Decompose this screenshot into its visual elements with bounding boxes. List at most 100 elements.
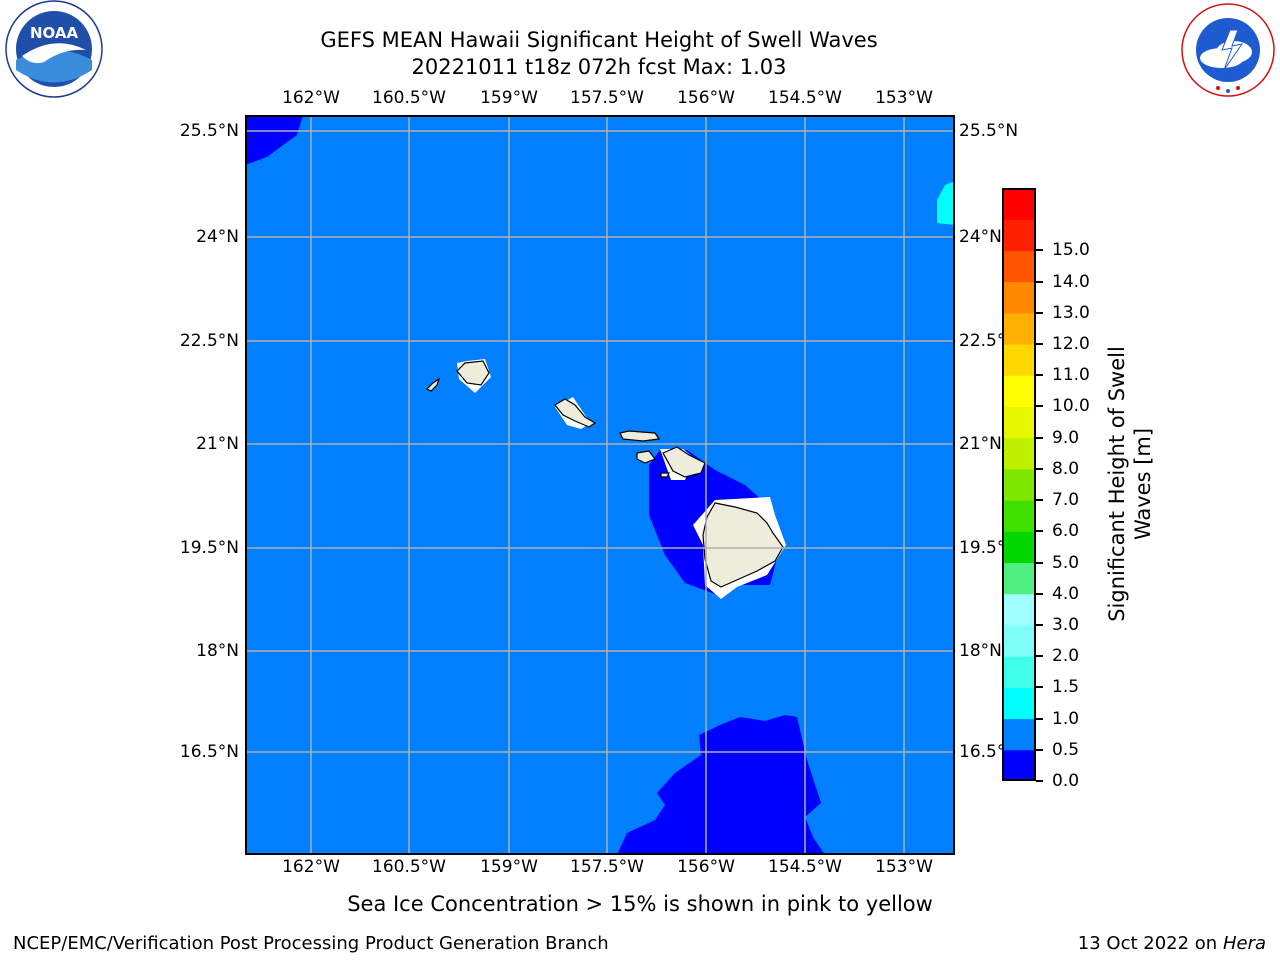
colorbar-tick-label: 12.0 xyxy=(1052,334,1090,355)
lon-label-bottom: 156°W xyxy=(677,857,735,877)
island-maui xyxy=(662,446,706,478)
colorbar-segment xyxy=(1002,188,1036,220)
lat-label-left: 21°N xyxy=(196,434,239,454)
colorbar-tick xyxy=(1036,655,1043,658)
lat-label-right: 25.5°N xyxy=(959,121,1019,141)
colorbar-tick-label: 10.0 xyxy=(1052,396,1090,417)
lon-label-bottom: 160.5°W xyxy=(372,857,446,877)
island-niihau xyxy=(425,377,441,392)
colorbar-tick xyxy=(1036,780,1043,782)
lon-label-bottom: 157.5°W xyxy=(570,857,644,877)
colorbar-frame xyxy=(1002,188,1036,781)
island-lanai xyxy=(636,450,656,464)
colorbar-segment xyxy=(1002,624,1036,657)
colorbar-tick-label: 9.0 xyxy=(1052,427,1080,448)
colorbar-tick-label: 15.0 xyxy=(1052,240,1090,261)
colorbar-tick-label: 6.0 xyxy=(1052,521,1080,542)
colorbar-tick-label: 0.0 xyxy=(1052,771,1080,791)
colorbar-segment xyxy=(1002,437,1036,470)
lon-label-top: 156°W xyxy=(677,88,735,108)
lat-label-left: 22.5°N xyxy=(179,331,239,351)
colorbar-tick-label: 5.0 xyxy=(1052,552,1080,573)
colorbar-tick-label: 1.5 xyxy=(1052,677,1080,698)
footer-date-text: 13 Oct 2022 on xyxy=(1077,933,1223,954)
colorbar-segment xyxy=(1002,344,1036,376)
colorbar-tick xyxy=(1036,686,1043,689)
colorbar-segment xyxy=(1002,281,1036,314)
colorbar-tick xyxy=(1036,623,1043,626)
map-frame xyxy=(245,115,955,855)
colorbar-tick xyxy=(1036,405,1043,408)
colorbar-segment xyxy=(1002,500,1036,532)
lon-label-bottom: 159°W xyxy=(480,857,538,877)
colorbar-tick xyxy=(1036,311,1043,314)
lon-label-top: 157.5°W xyxy=(570,88,644,108)
lat-label-left: 19.5°N xyxy=(179,538,239,558)
lon-label-bottom: 162°W xyxy=(282,857,340,877)
colorbar-title-line2: Waves [m] xyxy=(1131,427,1155,541)
map-subtitle: 20221011 t18z 072h fcst Max: 1.03 xyxy=(411,55,787,79)
swell-height-map xyxy=(245,115,955,855)
colorbar-tick xyxy=(1036,717,1043,720)
lat-label-left: 16.5°N xyxy=(179,742,239,762)
colorbar-tick-label: 7.0 xyxy=(1052,490,1080,511)
colorbar-tick-label: 8.0 xyxy=(1052,458,1080,479)
colorbar-tick xyxy=(1036,280,1043,283)
colorbar-tick-label: 4.0 xyxy=(1052,583,1080,604)
colorbar-tick xyxy=(1036,343,1043,346)
sea-ice-note: Sea Ice Concentration > 15% is shown in … xyxy=(347,892,933,916)
footer-date: 13 Oct 2022 on Hera xyxy=(1078,933,1266,954)
graticule xyxy=(245,115,955,855)
colorbar-segment xyxy=(1002,375,1036,407)
map-title: GEFS MEAN Hawaii Significant Height of S… xyxy=(320,28,878,52)
colorbar xyxy=(1002,188,1036,781)
colorbar-segment xyxy=(1002,562,1036,595)
colorbar-tick xyxy=(1036,374,1043,377)
colorbar-tick-label: 14.0 xyxy=(1052,271,1090,292)
footer-credit: NCEP/EMC/Verification Post Processing Pr… xyxy=(13,933,609,954)
noaa-logo-text: NOAA xyxy=(30,24,79,42)
colorbar-title: Significant Height of Swell Waves [m] xyxy=(1104,346,1156,622)
lat-label-left: 25.5°N xyxy=(179,121,239,141)
colorbar-segment xyxy=(1002,749,1036,781)
swell-cyan-patch xyxy=(937,181,955,225)
lon-label-top: 162°W xyxy=(282,88,340,108)
colorbar-tick xyxy=(1036,499,1043,502)
colorbar-segment xyxy=(1002,312,1036,345)
colorbar-tick xyxy=(1036,592,1043,595)
lat-label-right: 21°N xyxy=(959,434,1002,454)
colorbar-tick-label: 2.0 xyxy=(1052,646,1080,667)
lon-label-top: 159°W xyxy=(480,88,538,108)
colorbar-segment xyxy=(1002,687,1036,720)
colorbar-segment xyxy=(1002,593,1036,626)
island-hawaii xyxy=(702,502,784,588)
lon-label-top: 153°W xyxy=(875,88,933,108)
colorbar-segment xyxy=(1002,468,1036,501)
colorbar-tick xyxy=(1036,249,1043,252)
colorbar-segment xyxy=(1002,656,1036,688)
colorbar-tick-label: 13.0 xyxy=(1052,302,1090,323)
noaa-logo-icon: NOAA xyxy=(4,0,104,100)
low-swell-region-south xyxy=(617,715,825,855)
colorbar-segment xyxy=(1002,250,1036,283)
lat-label-left: 24°N xyxy=(196,227,239,247)
nws-logo-icon xyxy=(1178,0,1278,100)
colorbar-tick xyxy=(1036,436,1043,439)
colorbar-tick-label: 1.0 xyxy=(1052,708,1080,729)
ocean-field xyxy=(245,115,955,855)
lon-label-top: 160.5°W xyxy=(372,88,446,108)
lat-label-right: 24°N xyxy=(959,227,1002,247)
lon-label-bottom: 153°W xyxy=(875,857,933,877)
island-kauai xyxy=(456,360,490,386)
colorbar-tick xyxy=(1036,467,1043,470)
colorbar-tick-label: 11.0 xyxy=(1052,365,1090,386)
colorbar-segment xyxy=(1002,406,1036,439)
low-swell-region-nw xyxy=(245,115,303,165)
footer-host: Hera xyxy=(1222,933,1266,954)
lat-label-right: 18°N xyxy=(959,641,1002,661)
colorbar-tick xyxy=(1036,530,1043,533)
colorbar-title-line1: Significant Height of Swell xyxy=(1105,346,1129,622)
colorbar-segment xyxy=(1002,531,1036,564)
colorbar-tick-label: 3.0 xyxy=(1052,614,1080,635)
lon-label-top: 154.5°W xyxy=(768,88,842,108)
